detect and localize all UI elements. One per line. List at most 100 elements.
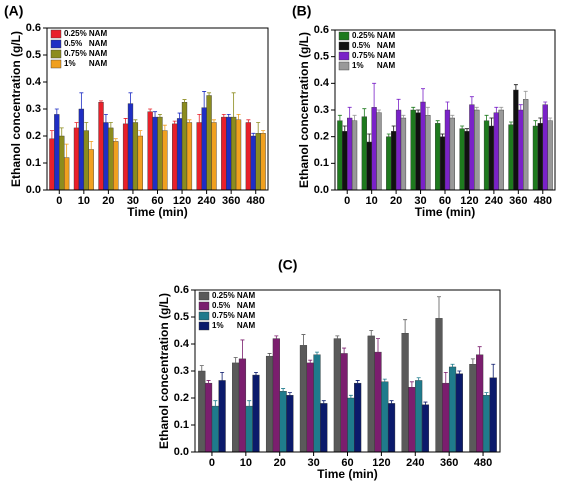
bar [537,123,543,191]
bar [232,362,240,453]
error-bar [123,118,128,124]
bar [444,109,451,191]
bar [523,99,529,191]
y-tick-label: 0.6 [314,24,329,36]
error-bar [84,122,89,131]
bar [381,381,389,453]
bar [252,374,260,453]
error-bar [494,106,499,113]
bar [63,157,70,191]
legend-label: 0.75% NAM [352,51,395,60]
legend-swatch [338,51,350,61]
error-bar [450,114,455,118]
bar [186,122,193,191]
y-tick-label: 0.1 [174,419,189,431]
bar [354,382,362,453]
bar [425,115,431,191]
legend-swatch [50,29,62,39]
legend-swatch [50,39,62,49]
legend-swatch [198,311,210,321]
error-bar [199,365,204,371]
error-bar [348,394,353,398]
x-tick-label: 20 [390,195,402,207]
error-bar [301,334,306,346]
bar [226,116,232,191]
legend-label: 1% NAM [212,321,255,330]
bar [127,103,134,191]
bar [137,135,143,191]
error-bar [236,114,241,120]
bar [395,109,402,191]
bar [83,130,89,191]
y-tick-label: 0.5 [314,51,329,63]
bar [386,136,392,191]
bar [320,403,328,453]
error-bar [49,130,54,139]
bar [421,404,430,453]
bar [196,122,202,191]
bar [250,135,256,191]
error-bar [445,101,450,110]
y-tick-label: 0.0 [314,184,329,196]
x-tick-label: 240 [485,195,503,207]
bar [157,116,163,191]
bar [488,125,495,191]
bar [132,122,139,191]
y-tick-label: 0.0 [26,184,41,196]
legend-label: 0.5% NAM [64,39,107,48]
panel-title: (A) [4,3,23,19]
bar [198,370,206,453]
error-bar [491,363,496,378]
y-tick-label: 0.6 [26,22,41,34]
error-bar [138,130,143,136]
bar [59,135,65,191]
error-bar [206,380,211,384]
bar [367,335,375,453]
y-tick-label: 0.3 [314,104,329,116]
error-bar [267,353,272,357]
bar [459,128,465,191]
bar [469,364,477,453]
error-bar [287,392,292,396]
error-bar [335,335,340,339]
error-bar [548,117,553,121]
bar [513,89,519,191]
bar [410,109,416,191]
x-tick-label: 240 [406,457,424,469]
error-bar [376,338,380,353]
bar [455,373,463,453]
y-tick-label: 0.3 [26,103,41,115]
error-bar [425,106,430,116]
plot-frame [194,289,501,453]
bar [371,107,377,191]
error-bar [437,296,441,319]
bar [245,122,252,191]
y-tick-label: 0.4 [314,77,330,89]
error-bar [162,124,167,131]
x-axis-title: Time (min) [127,205,187,219]
error-bar [251,132,256,136]
bar [211,122,217,191]
x-axis-title: Time (min) [317,467,377,481]
error-bar [342,125,347,132]
error-bar [435,120,440,124]
error-bar [261,130,266,134]
bar [204,382,213,453]
bar [235,119,242,191]
y-tick-label: 0.2 [26,130,41,142]
error-bar [470,358,475,365]
x-tick-label: 60 [341,457,353,469]
error-bar [440,133,445,137]
bar [415,380,423,453]
bar [361,116,367,191]
x-tick-label: 480 [247,195,265,207]
bar [547,120,553,191]
legend-label: 0.25% NAM [64,29,107,38]
error-bar [355,380,360,384]
bar [400,117,407,191]
error-bar [416,377,421,381]
error-bar [518,104,523,110]
bar [351,120,358,191]
error-bar [315,351,319,355]
y-tick-label: 0.5 [174,311,189,323]
